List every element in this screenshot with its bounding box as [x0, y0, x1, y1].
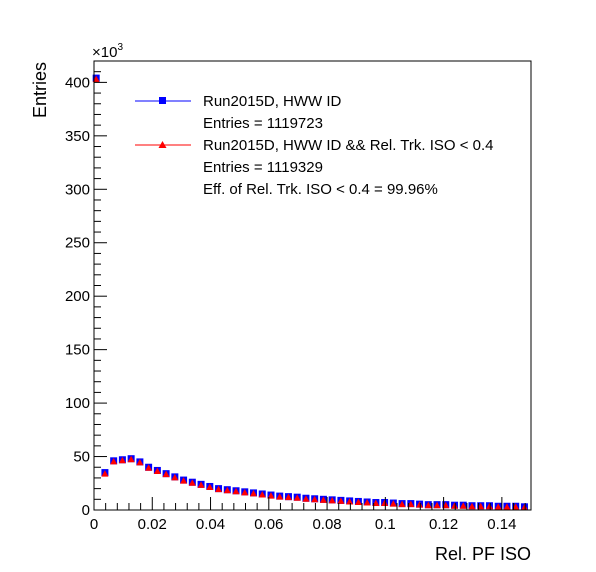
data-point-series-2: [416, 501, 424, 508]
data-point-series-2: [459, 502, 467, 509]
data-point-series-2: [346, 497, 354, 505]
x-tick-label: 0.14: [487, 516, 516, 533]
data-point-series-2: [250, 489, 258, 497]
data-point-series-2: [520, 503, 528, 511]
y-tick-label: 100: [65, 395, 90, 412]
data-point-series-2: [162, 470, 170, 478]
data-point-series-2: [468, 502, 476, 510]
data-point-series-2: [118, 456, 126, 464]
data-point-series-2: [153, 467, 161, 474]
data-point-series-2: [223, 486, 231, 494]
x-tick-label: 0.1: [375, 516, 396, 533]
data-point-series-2: [363, 499, 371, 506]
efficiency-annotation: Eff. of Rel. Trk. ISO < 0.4 = 99.96%: [203, 181, 438, 198]
legend-marker-series-2: [158, 141, 167, 148]
legend-entries-series-2: Entries = 1119329: [203, 159, 323, 176]
legend: Run2015D, HWW ID Entries = 1119723 Run20…: [135, 93, 494, 198]
x-tick-label: 0.08: [312, 516, 341, 533]
data-point-series-2: [145, 464, 153, 471]
data-point-series-2: [232, 487, 240, 495]
data-point-series-2: [302, 495, 310, 502]
data-point-series-2: [494, 503, 502, 510]
axes: 0 0.02 0.04 0.06 0.08 0.1 0.12 0.14 0 50 100 150 200…: [65, 60, 532, 533]
y-multiplier-base: ×10: [92, 44, 117, 61]
data-point-series-2: [485, 502, 493, 510]
data-markers: [92, 74, 528, 511]
data-point-series-2: [276, 493, 284, 500]
y-multiplier: ×103: [92, 42, 123, 61]
data-point-series-2: [258, 490, 266, 498]
legend-label-series-2: Run2015D, HWW ID && Rel. Trk. ISO < 0.4: [203, 137, 494, 154]
x-tick-label: 0.06: [254, 516, 283, 533]
data-point-series-2: [241, 488, 249, 496]
data-point-series-2: [197, 481, 205, 488]
data-point-series-2: [398, 500, 406, 508]
legend-label-series-1: Run2015D, HWW ID: [203, 93, 342, 110]
legend-marker-series-1: [159, 97, 166, 104]
data-point-series-2: [389, 500, 397, 507]
x-tick-label: 0: [90, 516, 98, 533]
y-tick-label: 200: [65, 288, 90, 305]
data-point-series-2: [311, 495, 319, 503]
data-point-series-2: [381, 499, 389, 507]
data-point-series-2: [206, 483, 214, 491]
y-tick-label: 50: [73, 449, 90, 466]
legend-entries-series-1: Entries = 1119723: [203, 115, 323, 132]
data-point-series-2: [328, 496, 336, 504]
data-point-series-2: [127, 455, 135, 463]
y-tick-label: 350: [65, 128, 90, 145]
data-point-series-2: [451, 502, 459, 509]
data-point-series-2: [503, 503, 511, 510]
data-point-series-2: [354, 498, 362, 505]
data-point-series-2: [293, 494, 301, 501]
data-point-series-2: [424, 501, 432, 509]
data-point-series-2: [215, 485, 223, 493]
data-point-series-2: [101, 470, 109, 477]
data-point-series-2: [319, 496, 327, 503]
y-tick-label: 300: [65, 181, 90, 198]
y-tick-label: 400: [65, 74, 90, 91]
data-point-series-2: [110, 457, 118, 465]
y-tick-label: 250: [65, 235, 90, 252]
y-tick-label: 0: [82, 502, 90, 519]
y-multiplier-exponent: 3: [117, 42, 123, 53]
x-tick-label: 0.12: [429, 516, 458, 533]
data-point-series-2: [284, 493, 292, 501]
data-point-series-2: [433, 501, 441, 509]
data-point-series-2: [180, 477, 188, 484]
data-point-series-2: [267, 492, 275, 499]
legend-entry-series-2: Run2015D, HWW ID && Rel. Trk. ISO < 0.4 …: [135, 137, 494, 176]
x-tick-label: 0.04: [196, 516, 225, 533]
y-axis-title: Entries: [30, 62, 50, 118]
data-point-series-2: [337, 497, 345, 504]
x-tick-label: 0.02: [138, 516, 167, 533]
data-point-series-2: [188, 479, 196, 486]
data-point-series-2: [171, 473, 179, 481]
x-axis-title: Rel. PF ISO: [435, 544, 531, 564]
y-tick-label: 150: [65, 342, 90, 359]
data-point-series-2: [136, 458, 144, 466]
legend-entry-series-1: Run2015D, HWW ID Entries = 1119723: [135, 93, 342, 132]
